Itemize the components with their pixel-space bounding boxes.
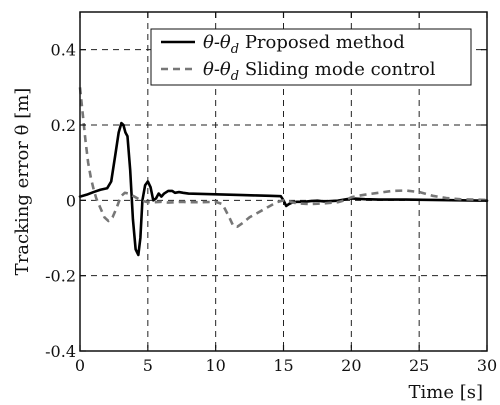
x-tick-label: 20: [341, 356, 361, 375]
x-tick-label: 25: [409, 356, 429, 375]
y-tick-label: -0.2: [45, 267, 76, 286]
legend-label-0: θ-θd Proposed method: [203, 32, 405, 57]
x-tick-label: 15: [273, 356, 293, 375]
y-tick-label: -0.4: [45, 342, 76, 361]
x-axis-title: Time [s]: [409, 382, 484, 403]
legend-box: [150, 28, 472, 86]
series-line-1: [78, 87, 488, 228]
y-tick-label: 0: [66, 191, 76, 210]
x-tick-label: 10: [205, 356, 225, 375]
legend-label-1: θ-θd Sliding mode control: [203, 59, 436, 84]
y-axis-title: Tracking error θ [m]: [12, 88, 33, 276]
x-tick-label: 0: [75, 356, 85, 375]
y-tick-label: 0.2: [51, 116, 76, 135]
x-tick-label: 5: [143, 356, 153, 375]
axis-ticks: 0 5 10 15 20 25 30 -0.4 -0.2 0 0.2 0.4: [45, 12, 497, 375]
series-line-0: [78, 121, 489, 257]
series-lines: [78, 87, 489, 257]
x-tick-label: 30: [477, 356, 497, 375]
y-tick-label: 0.4: [51, 41, 76, 60]
